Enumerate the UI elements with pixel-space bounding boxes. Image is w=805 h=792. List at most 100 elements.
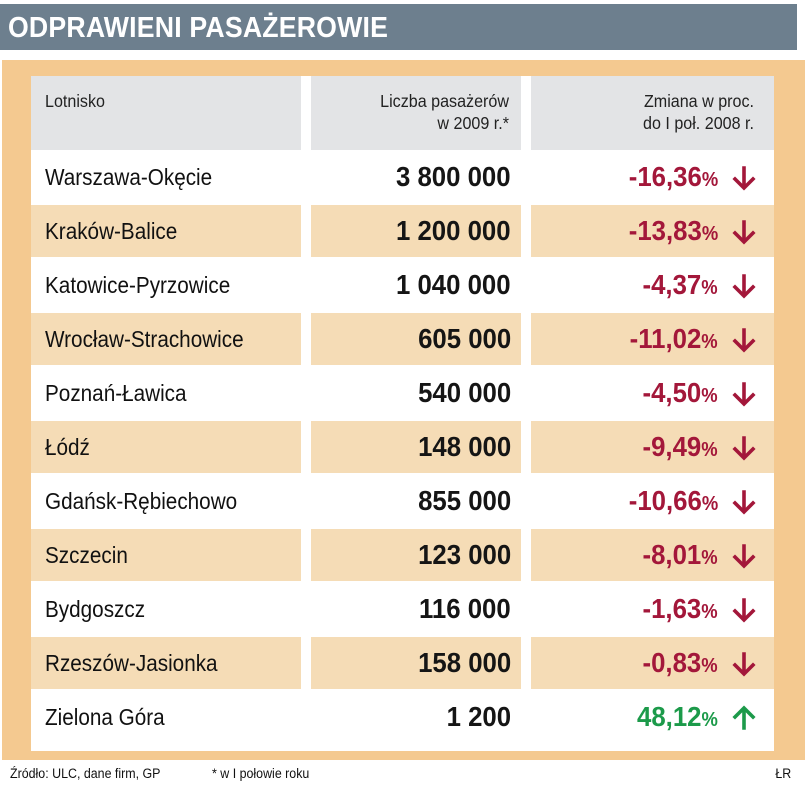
column-separator bbox=[301, 76, 311, 751]
row-separator bbox=[31, 689, 774, 691]
airport-name: Zielona Góra bbox=[45, 704, 165, 730]
arrow-down-icon bbox=[732, 598, 756, 623]
passenger-count: 158 000 bbox=[417, 647, 511, 678]
percent-change: -8,01% bbox=[643, 528, 718, 582]
percent-sign: % bbox=[701, 655, 718, 677]
arrow-down-icon bbox=[732, 652, 756, 677]
percent-change-value: -9,49 bbox=[642, 431, 702, 462]
arrow-down-icon bbox=[732, 274, 756, 299]
footer-credit: ŁR bbox=[775, 766, 791, 781]
row-separator bbox=[31, 581, 774, 583]
table-row: Szczecin 123 000 -8,01% bbox=[31, 528, 774, 582]
passenger-count: 1 200 000 bbox=[396, 215, 511, 246]
arrow-down-icon bbox=[732, 436, 756, 461]
percent-change-value: -1,63 bbox=[642, 593, 702, 624]
header-passengers-line1: Liczba pasażerów bbox=[380, 91, 509, 111]
percent-sign: % bbox=[701, 169, 718, 191]
table-title: ODPRAWIENI PASAŻEROWIE bbox=[8, 12, 389, 44]
airport-name: Warszawa-Okęcie bbox=[45, 164, 213, 190]
table-row: Rzeszów-Jasionka 158 000 -0,83% bbox=[31, 636, 774, 690]
airport-name: Gdańsk-Rębiechowo bbox=[45, 488, 238, 514]
footer-note: * w I połowie roku bbox=[212, 766, 310, 781]
percent-change-value: -8,01 bbox=[642, 539, 702, 570]
row-separator bbox=[31, 635, 774, 637]
passenger-count: 116 000 bbox=[419, 593, 511, 624]
percent-sign: % bbox=[701, 493, 718, 515]
header-change-line2: do I poł. 2008 r. bbox=[642, 113, 754, 133]
percent-change: -16,36% bbox=[629, 150, 718, 204]
table-row: Kraków-Balice 1 200 000 -13,83% bbox=[31, 204, 774, 258]
header-airport: Lotnisko bbox=[45, 91, 105, 111]
table-row: Poznań-Ławica 540 000 -4,50% bbox=[31, 366, 774, 420]
percent-change: -1,63% bbox=[643, 582, 718, 636]
table-row: Łódź 148 000 -9,49% bbox=[31, 420, 774, 474]
footer-source: Źródło: ULC, dane firm, GP bbox=[10, 766, 161, 781]
percent-change: -9,49% bbox=[643, 420, 718, 474]
table-row: Katowice-Pyrzowice 1 040 000 -4,37% bbox=[31, 258, 774, 312]
arrow-down-icon bbox=[732, 166, 756, 191]
passenger-count: 1 040 000 bbox=[396, 269, 511, 300]
percent-sign: % bbox=[701, 385, 718, 407]
arrow-down-icon bbox=[732, 328, 756, 353]
percent-sign: % bbox=[701, 331, 718, 353]
header-change-line1: Zmiana w proc. bbox=[643, 91, 754, 111]
passenger-count: 123 000 bbox=[417, 539, 511, 570]
percent-change: -0,83% bbox=[643, 636, 718, 690]
header-change: Zmiana w proc. do I poł. 2008 r. bbox=[552, 90, 754, 134]
percent-sign: % bbox=[701, 277, 718, 299]
percent-change-value: -10,66 bbox=[628, 485, 702, 516]
percent-sign: % bbox=[701, 601, 718, 623]
percent-change-value: -11,02 bbox=[629, 323, 702, 354]
airport-name: Wrocław-Strachowice bbox=[45, 326, 244, 352]
arrow-up-icon bbox=[732, 705, 756, 730]
title-bar: ODPRAWIENI PASAŻEROWIE bbox=[0, 4, 797, 50]
table-row: Bydgoszcz 116 000 -1,63% bbox=[31, 582, 774, 636]
percent-sign: % bbox=[701, 223, 718, 245]
percent-change: 48,12% bbox=[637, 690, 718, 744]
percent-change: -10,66% bbox=[629, 474, 718, 528]
percent-change-value: -0,83 bbox=[642, 647, 702, 678]
airport-name: Katowice-Pyrzowice bbox=[45, 272, 231, 298]
percent-change: -13,83% bbox=[629, 204, 718, 258]
table-row: Wrocław-Strachowice 605 000 -11,02% bbox=[31, 312, 774, 366]
percent-change-value: 48,12 bbox=[637, 701, 702, 732]
passenger-count: 605 000 bbox=[417, 323, 511, 354]
percent-change: -11,02% bbox=[630, 312, 718, 366]
row-separator bbox=[31, 473, 774, 475]
percent-change-value: -16,36 bbox=[628, 161, 702, 192]
row-separator bbox=[31, 527, 774, 529]
arrow-down-icon bbox=[732, 220, 756, 245]
column-separator bbox=[521, 76, 531, 751]
passenger-count: 3 800 000 bbox=[396, 161, 511, 192]
percent-change-value: -4,50 bbox=[642, 377, 702, 408]
arrow-down-icon bbox=[732, 544, 756, 569]
percent-change: -4,37% bbox=[643, 258, 718, 312]
header-passengers-line2: w 2009 r.* bbox=[437, 113, 509, 133]
row-separator bbox=[31, 311, 774, 313]
table-row: Warszawa-Okęcie 3 800 000 -16,36% bbox=[31, 150, 774, 204]
airport-name: Kraków-Balice bbox=[45, 218, 178, 244]
row-separator bbox=[31, 257, 774, 259]
percent-change: -4,50% bbox=[643, 366, 718, 420]
arrow-down-icon bbox=[732, 382, 756, 407]
table-row: Gdańsk-Rębiechowo 855 000 -10,66% bbox=[31, 474, 774, 528]
passenger-count: 540 000 bbox=[417, 377, 511, 408]
header-passengers: Liczba pasażerów w 2009 r.* bbox=[307, 90, 509, 134]
passenger-count: 148 000 bbox=[417, 431, 511, 462]
arrow-down-icon bbox=[732, 490, 756, 515]
airport-name: Rzeszów-Jasionka bbox=[45, 650, 218, 676]
row-separator bbox=[31, 419, 774, 421]
data-table: Lotnisko Liczba pasażerów w 2009 r.* Zmi… bbox=[31, 76, 774, 751]
table-row: Zielona Góra 1 200 48,12% bbox=[31, 690, 774, 744]
airport-name: Poznań-Ławica bbox=[45, 380, 187, 406]
airport-name: Szczecin bbox=[45, 542, 128, 568]
passenger-count: 1 200 bbox=[446, 701, 511, 732]
percent-change-value: -13,83 bbox=[628, 215, 702, 246]
airport-name: Łódź bbox=[45, 434, 90, 460]
table-header-row: Lotnisko Liczba pasażerów w 2009 r.* Zmi… bbox=[31, 76, 774, 150]
percent-change-value: -4,37 bbox=[642, 269, 702, 300]
row-separator bbox=[31, 203, 774, 205]
percent-sign: % bbox=[701, 547, 718, 569]
percent-sign: % bbox=[701, 709, 718, 731]
airport-name: Bydgoszcz bbox=[45, 596, 146, 622]
